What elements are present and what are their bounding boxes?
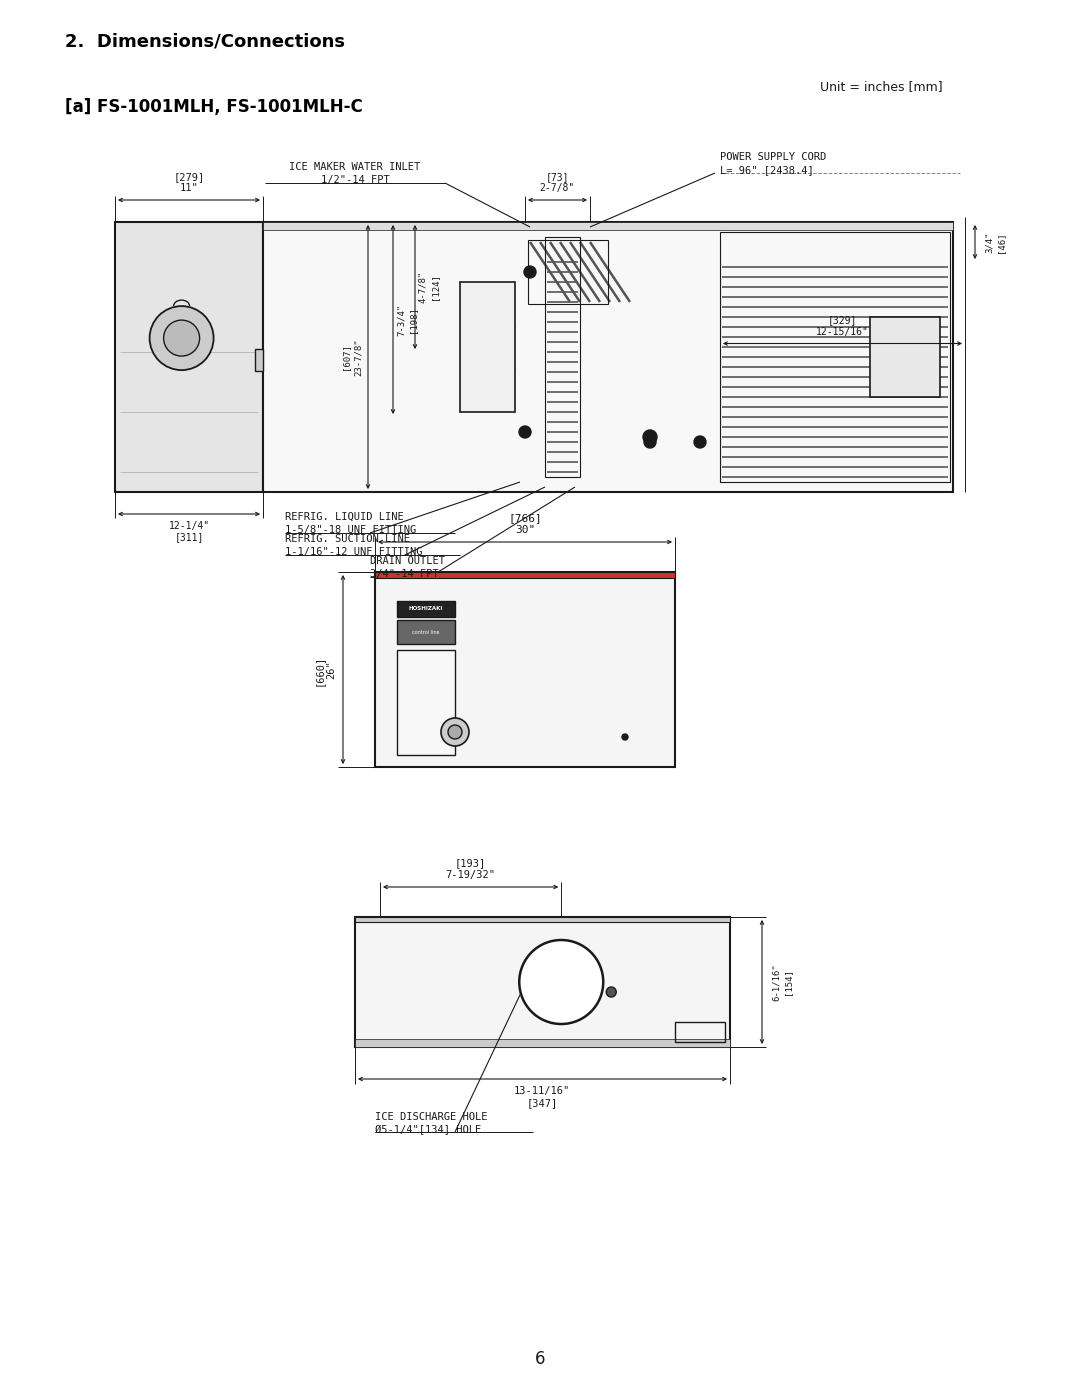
Text: 3/4"-14 FPT: 3/4"-14 FPT (370, 569, 438, 578)
Text: L= 96" [2438.4]: L= 96" [2438.4] (720, 165, 813, 175)
Bar (355, 916, 730, 922)
Text: 3/4": 3/4" (985, 232, 994, 253)
Bar (355, 1039, 730, 1046)
Text: REFRIG. SUCTION LINE: REFRIG. SUCTION LINE (285, 534, 410, 543)
Bar (264, 222, 953, 231)
Bar (870, 317, 940, 397)
Text: REFRIG. LIQUID LINE: REFRIG. LIQUID LINE (285, 511, 404, 522)
Bar (397, 601, 455, 617)
Text: [a] FS-1001MLH, FS-1001MLH-C: [a] FS-1001MLH, FS-1001MLH-C (65, 98, 363, 116)
Text: 12-15/16": 12-15/16" (815, 327, 868, 337)
Text: 7-19/32": 7-19/32" (445, 870, 495, 880)
Text: ICE DISCHARGE HOLE: ICE DISCHARGE HOLE (375, 1112, 487, 1122)
Text: [311]: [311] (174, 532, 204, 542)
Text: [193]: [193] (455, 858, 486, 868)
Bar (528, 240, 608, 305)
Text: [279]: [279] (174, 172, 204, 182)
Bar (397, 620, 455, 644)
Circle shape (150, 306, 214, 370)
Bar (675, 1023, 725, 1042)
Text: [46]: [46] (997, 232, 1005, 253)
Text: [766]: [766] (508, 513, 542, 522)
Circle shape (643, 430, 657, 444)
Bar (397, 650, 455, 754)
Bar (264, 222, 953, 492)
Circle shape (622, 733, 627, 740)
Text: 6: 6 (535, 1350, 545, 1368)
Text: HOSHIZAKI: HOSHIZAKI (409, 606, 443, 612)
Text: ICE MAKER WATER INLET: ICE MAKER WATER INLET (289, 162, 420, 172)
Circle shape (519, 940, 604, 1024)
Text: [198]: [198] (408, 306, 418, 334)
Text: 11": 11" (179, 183, 199, 193)
Text: POWER SUPPLY CORD: POWER SUPPLY CORD (720, 152, 826, 162)
Circle shape (441, 718, 469, 746)
Bar (375, 571, 675, 578)
Circle shape (606, 988, 617, 997)
Text: 26": 26" (326, 661, 336, 679)
Text: [154]: [154] (783, 968, 793, 996)
Text: 6-1/16": 6-1/16" (771, 963, 781, 1000)
Text: 23-7/8": 23-7/8" (353, 338, 363, 376)
Text: 13-11/16": 13-11/16" (514, 1085, 570, 1097)
Circle shape (163, 320, 200, 356)
Bar (545, 237, 580, 476)
Bar (375, 571, 675, 767)
Bar (255, 348, 264, 370)
Text: 4-7/8": 4-7/8" (419, 271, 428, 303)
Circle shape (519, 426, 531, 439)
Text: [607]: [607] (341, 344, 351, 370)
Text: 12-1/4": 12-1/4" (168, 521, 210, 531)
Circle shape (524, 265, 536, 278)
Text: 2-7/8": 2-7/8" (539, 183, 575, 193)
Text: 1/2"-14 FPT: 1/2"-14 FPT (321, 175, 390, 184)
Text: Unit = inches [mm]: Unit = inches [mm] (820, 81, 943, 94)
Circle shape (448, 725, 462, 739)
Text: 1-5/8"-18 UNF FITTING: 1-5/8"-18 UNF FITTING (285, 525, 416, 535)
Bar (355, 916, 730, 922)
Text: [660]: [660] (314, 654, 324, 686)
Circle shape (694, 436, 706, 448)
Circle shape (644, 436, 656, 448)
Text: 2.  Dimensions/Connections: 2. Dimensions/Connections (65, 34, 345, 52)
Bar (114, 222, 264, 492)
Text: control line: control line (413, 630, 440, 634)
Text: [124]: [124] (431, 274, 440, 300)
Text: 1-1/16"-12 UNF FITTING: 1-1/16"-12 UNF FITTING (285, 548, 422, 557)
Text: [73]: [73] (545, 172, 569, 182)
Text: 7-3/4": 7-3/4" (396, 305, 405, 337)
Text: 30": 30" (515, 525, 535, 535)
Text: [347]: [347] (526, 1098, 557, 1108)
Bar (460, 282, 515, 412)
Bar (355, 916, 730, 1046)
Text: DRAIN OUTLET: DRAIN OUTLET (370, 556, 445, 566)
Bar (375, 571, 675, 578)
Text: Ø5-1/4"[134] HOLE: Ø5-1/4"[134] HOLE (375, 1125, 482, 1134)
Bar (720, 232, 950, 482)
Text: [329]: [329] (827, 316, 856, 326)
